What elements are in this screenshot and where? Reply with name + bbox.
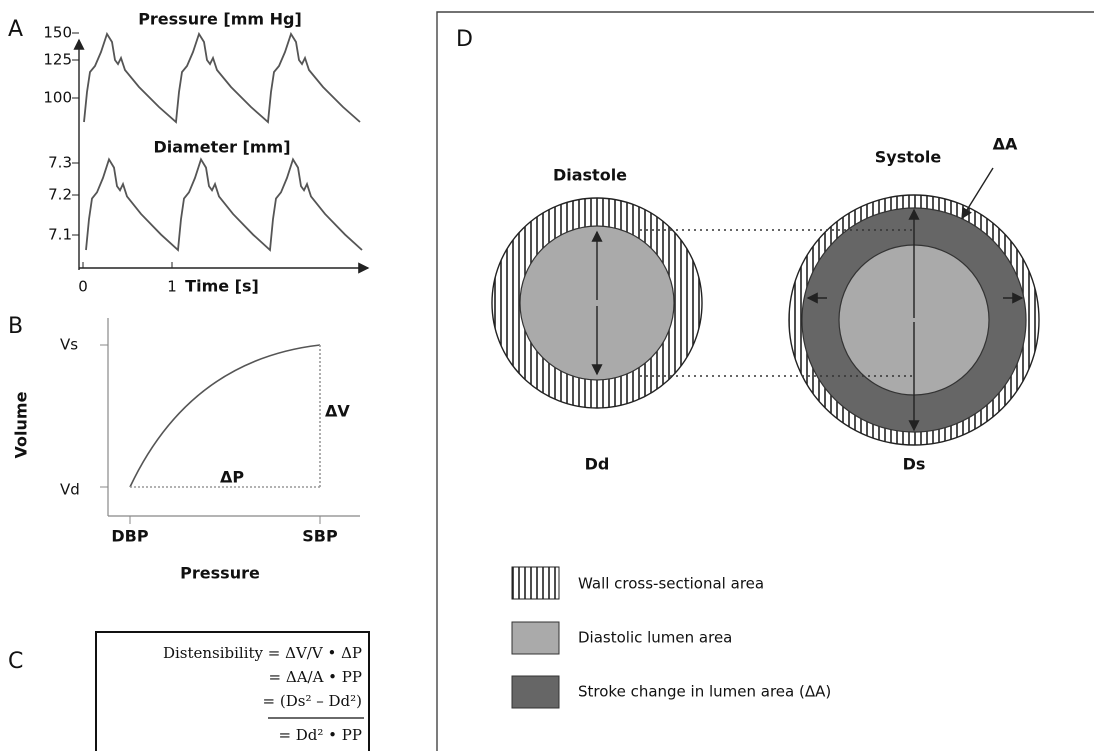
y-tick-label: 7.2 <box>48 186 72 204</box>
x-tick-label: SBP <box>302 527 338 546</box>
pressure-curve <box>84 34 360 122</box>
legend-swatch <box>512 676 559 708</box>
y-tick-label: 125 <box>43 51 72 69</box>
delta-p: ΔP <box>220 468 244 487</box>
arrow <box>962 168 993 218</box>
y-tick-label: 7.3 <box>48 154 72 172</box>
figure: A Pressure [mm Hg] Diameter [mm] 150 125 1… <box>0 0 1094 751</box>
panel-label: B <box>8 314 23 339</box>
y-tick-label: Vs <box>60 336 78 354</box>
formula-line: = (Ds² – Dd²) <box>263 692 362 710</box>
y-tick-label: 100 <box>43 89 72 107</box>
formula-line: = ΔA/A • PP <box>269 668 362 686</box>
legend-text: Stroke change in lumen area (ΔA) <box>578 683 831 701</box>
panel-label: D <box>456 27 473 52</box>
x-tick-label: 1 <box>167 278 177 296</box>
formula-line: Distensibility = ΔV/V • ΔP <box>163 644 362 662</box>
ds-label: Ds <box>903 455 926 474</box>
diastole-label: Diastole <box>553 166 627 185</box>
delta-a-label: ΔA <box>993 135 1018 154</box>
delta-v: ΔV <box>325 402 350 421</box>
x-label: Pressure <box>180 564 260 583</box>
y-tick-label: 150 <box>43 24 72 42</box>
diameter-curve <box>86 159 362 250</box>
volume-curve <box>130 345 320 487</box>
panel-label: C <box>8 649 23 674</box>
x-tick-label: DBP <box>111 527 148 546</box>
legend-swatch <box>512 567 559 599</box>
legend-text: Wall cross-sectional area <box>578 575 764 593</box>
legend-swatch <box>512 622 559 654</box>
x-label: Time [s] <box>185 277 259 296</box>
legend-text: Diastolic lumen area <box>578 629 732 647</box>
x-tick-label: 0 <box>78 278 88 296</box>
dd-label: Dd <box>585 455 610 474</box>
y-tick-label: Vd <box>60 481 80 499</box>
panel-label: A <box>8 17 23 42</box>
systole-label: Systole <box>875 148 942 167</box>
y-label: Volume <box>12 391 31 458</box>
pressure-title: Pressure [mm Hg] <box>138 10 302 29</box>
y-tick-label: 7.1 <box>48 226 72 244</box>
diameter-title: Diameter [mm] <box>153 138 290 157</box>
formula-line: = Dd² • PP <box>278 726 362 744</box>
